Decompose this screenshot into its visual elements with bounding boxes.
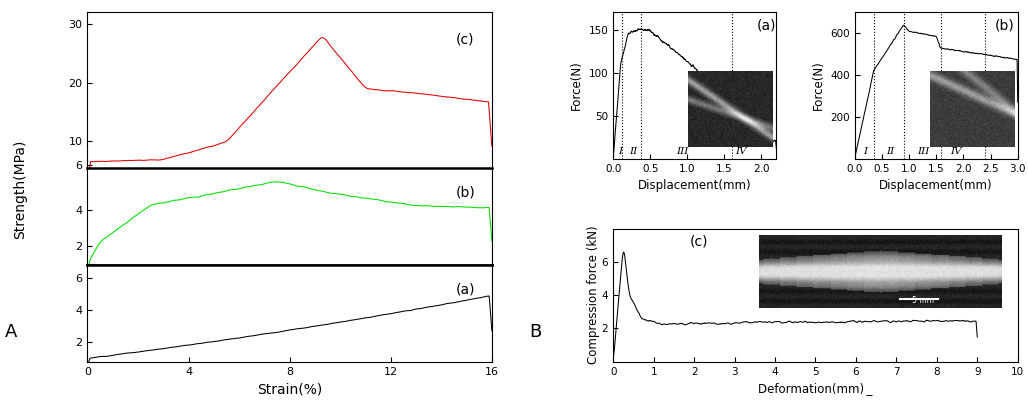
Text: III: III: [917, 147, 929, 156]
Text: IV: IV: [950, 147, 961, 156]
Y-axis label: Compression force (kN): Compression force (kN): [587, 226, 600, 365]
Text: (a): (a): [757, 19, 776, 33]
Text: B: B: [529, 323, 542, 341]
Text: IV: IV: [735, 148, 746, 157]
Text: (c): (c): [690, 235, 708, 249]
Text: II: II: [629, 148, 637, 157]
Text: (c): (c): [455, 32, 474, 46]
Text: (b): (b): [995, 19, 1015, 33]
Y-axis label: Force(N): Force(N): [571, 61, 583, 111]
Y-axis label: Force(N): Force(N): [811, 61, 824, 111]
Text: II: II: [886, 147, 894, 156]
Text: III: III: [676, 148, 689, 157]
Text: (a): (a): [455, 283, 475, 297]
X-axis label: Deformation(mm) _: Deformation(mm) _: [759, 382, 873, 395]
Text: Strength(MPa): Strength(MPa): [13, 139, 28, 239]
X-axis label: Displacement(mm): Displacement(mm): [879, 179, 993, 192]
Text: (b): (b): [455, 186, 475, 200]
Text: A: A: [5, 323, 17, 341]
Text: I: I: [862, 147, 867, 156]
X-axis label: Strain(%): Strain(%): [257, 382, 322, 396]
Text: I: I: [618, 148, 622, 157]
X-axis label: Displacement(mm): Displacement(mm): [638, 179, 751, 192]
